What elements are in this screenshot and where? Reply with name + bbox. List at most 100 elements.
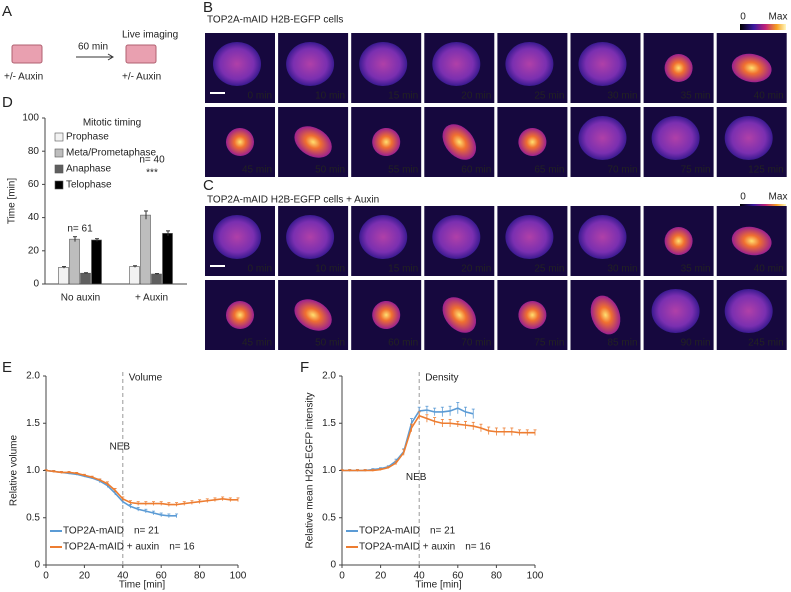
x-axis-label: Time [min] [415, 580, 462, 591]
y-tick-label: 0 [330, 560, 336, 571]
y-tick-label: 2.0 [322, 371, 336, 382]
legend-swatch [54, 148, 64, 158]
nucleus [651, 289, 700, 333]
time-label: 90 min [681, 338, 711, 349]
series-line [45, 469, 177, 517]
time-label: 35 min [681, 91, 711, 102]
colorbar-label: 0 [740, 12, 746, 23]
y-tick-label: 1.0 [26, 465, 40, 476]
plate [11, 44, 43, 64]
y-tick-label: 2.0 [26, 371, 40, 382]
time-label: 15 min [388, 91, 418, 102]
plate [125, 44, 157, 64]
time-label: 0 min [248, 264, 272, 275]
panel-label: C [203, 177, 214, 194]
y-tick-label: 80 [28, 146, 40, 157]
annotation: *** [146, 168, 158, 179]
x-tick-label: 80 [194, 571, 206, 582]
panel-label: B [203, 0, 213, 16]
legend-label: TOP2A-mAID [63, 526, 124, 537]
time-label: 10 min [315, 264, 345, 275]
legend-label: Telophase [66, 180, 112, 191]
bar [80, 272, 91, 285]
time-label: 75 min [681, 165, 711, 176]
panel-title: TOP2A-mAID H2B-EGFP cells + Auxin [207, 195, 379, 206]
x-axis-label: Time [min] [119, 580, 166, 591]
time-label: 0 min [248, 91, 272, 102]
nucleus [505, 42, 554, 86]
colorbar-label: Max [769, 192, 788, 203]
time-label: 125 min [748, 165, 784, 176]
time-label: 245 min [748, 338, 784, 349]
time-label: 25 min [534, 91, 564, 102]
panel-title: TOP2A-mAID H2B-EGFP cells [207, 15, 343, 26]
time-label: 40 min [754, 264, 784, 275]
panel-label: E [2, 359, 12, 376]
nucleus [286, 215, 335, 259]
x-tick-label: 0 [339, 571, 345, 582]
x-tick-label: 100 [527, 571, 544, 582]
time-label: 25 min [534, 264, 564, 275]
schematic-label: 60 min [78, 42, 108, 53]
chromatin [442, 124, 477, 160]
chromatin [731, 226, 772, 256]
bar [162, 233, 173, 285]
chromatin [225, 128, 254, 156]
chromatin [664, 54, 693, 82]
time-label: 85 min [607, 338, 637, 349]
time-label: 30 min [607, 91, 637, 102]
nucleus [724, 116, 773, 160]
panel-label: D [2, 94, 13, 111]
legend-swatch [54, 132, 64, 142]
legend-count: n= 21 [430, 526, 456, 537]
time-label: 30 min [607, 264, 637, 275]
bar [129, 266, 140, 285]
annotation: n= 61 [67, 224, 93, 235]
arrow-head [107, 53, 114, 61]
annotation: n= 40 [139, 155, 165, 166]
nucleus [651, 116, 700, 160]
event-title: Volume [129, 373, 163, 384]
legend-title: Mitotic timing [83, 118, 141, 129]
nucleus [359, 215, 408, 259]
legend-label: TOP2A-mAID + auxin [359, 542, 455, 553]
legend-label: Anaphase [66, 164, 111, 175]
legend-label: TOP2A-mAID + auxin [63, 542, 159, 553]
nucleus [724, 289, 773, 333]
colorbar [740, 24, 786, 30]
chromatin [442, 297, 477, 333]
time-label: 60 min [461, 165, 491, 176]
legend-label: TOP2A-mAID [359, 526, 420, 537]
legend-label: Meta/Prometaphase [66, 148, 156, 159]
y-axis-label: Relative mean H2B-EGFP intensity [305, 393, 316, 549]
legend-swatch [54, 164, 64, 174]
legend-count: n= 21 [134, 526, 160, 537]
x-tick-label: 40 [414, 571, 426, 582]
nucleus [432, 215, 481, 259]
event-label: NEB [110, 442, 131, 453]
y-tick-label: 1.5 [322, 418, 336, 429]
chromatin [372, 301, 401, 329]
nucleus [578, 215, 627, 259]
bar [151, 273, 162, 285]
nucleus [578, 42, 627, 86]
series-line [45, 469, 238, 506]
time-label: 55 min [388, 165, 418, 176]
series-line [342, 414, 535, 472]
event-label: NEB [406, 472, 427, 483]
y-tick-label: 60 [28, 179, 40, 190]
x-tick-label: + Auxin [135, 293, 168, 304]
bar [69, 238, 80, 285]
bar [58, 267, 69, 285]
y-tick-label: 0 [34, 560, 40, 571]
nucleus [213, 215, 261, 259]
schematic [11, 44, 157, 64]
event-title: Density [425, 373, 458, 384]
x-tick-label: 20 [375, 571, 387, 582]
chromatin [294, 126, 332, 158]
chromatin [294, 299, 332, 331]
chromatin [590, 295, 621, 335]
time-label: 40 min [754, 91, 784, 102]
x-tick-label: 60 [156, 571, 168, 582]
